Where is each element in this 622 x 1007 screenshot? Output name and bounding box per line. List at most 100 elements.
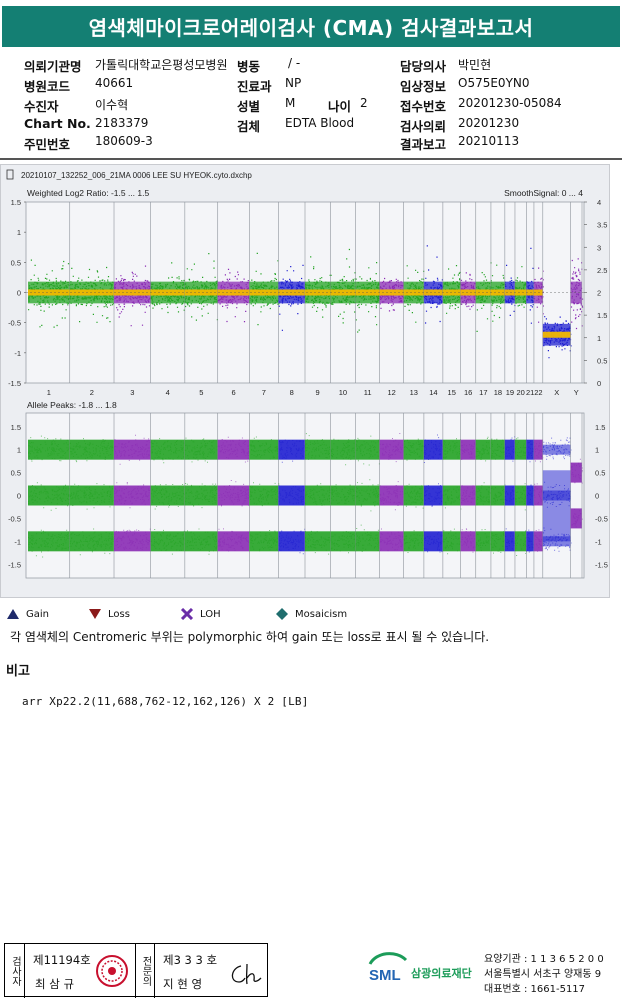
allele-peak-band	[504, 439, 515, 460]
bottom-y-tick-label: 1.5	[11, 423, 21, 432]
smooth-signal-segment	[490, 289, 505, 296]
allele-peak-band	[423, 485, 443, 506]
bottom-y-tick-label: -1	[14, 537, 21, 546]
allele-peak-points	[379, 433, 405, 463]
top-y-tick-label: 0.5	[11, 258, 21, 267]
allele-peak-points	[185, 437, 218, 463]
bottom-y-tick-label: -1.5	[8, 560, 21, 569]
x-tick-label: 6	[231, 388, 235, 397]
x-tick-label: 2	[90, 388, 94, 397]
smooth-signal-segment	[542, 331, 571, 338]
allele-peak-points	[476, 436, 492, 462]
chromosome-6	[217, 202, 251, 578]
x-tick-label: 12	[387, 388, 395, 397]
role-tester: 검사자	[5, 944, 25, 998]
bottom-right-tick-label: 0.5	[595, 469, 605, 478]
svg-text:SML: SML	[369, 967, 401, 984]
x-tick-label: 3	[130, 388, 134, 397]
allele-peak-points	[355, 524, 381, 552]
allele-peak-band	[305, 531, 331, 552]
x-tick-label: 9	[316, 388, 320, 397]
allele-peak-band	[514, 439, 527, 460]
divider	[0, 158, 622, 160]
top-right-tick-label: 0	[597, 379, 601, 388]
x-tick-label: Y	[574, 388, 579, 397]
centromere-note: 각 염색체의 Centromeric 부위는 polymorphic 하여 ga…	[10, 630, 490, 644]
bottom-right-tick-label: -1	[595, 537, 602, 546]
allele-peak-points	[186, 528, 219, 555]
top-right-tick-label: 3	[597, 243, 601, 252]
specimen-value: EDTA Blood	[285, 116, 355, 130]
allele-peak-points	[527, 440, 535, 463]
allele-peak-band	[28, 439, 70, 460]
specimen-label: 검체	[237, 119, 261, 134]
allele-peak-points	[460, 528, 477, 553]
allele-peak-band	[490, 485, 505, 506]
x-tick-label: 5	[199, 388, 203, 397]
top-right-tick-label: 2.5	[597, 266, 607, 275]
legend-loh: LOH	[180, 608, 221, 620]
allele-peak-band	[28, 485, 70, 506]
smooth-signal-segment	[423, 289, 443, 296]
allele-peak-points	[150, 529, 186, 555]
x-tick-label: 7	[262, 388, 266, 397]
sml-logo-icon: SML	[368, 952, 408, 984]
x-tick-label: 20	[516, 388, 524, 397]
allele-peak-points	[330, 531, 357, 554]
receipt-no-value: 20201230-05084	[458, 96, 562, 110]
allele-peak-band	[69, 531, 115, 552]
allele-peak-band	[514, 531, 527, 552]
allele-peak-band	[69, 439, 115, 460]
bottom-right-tick-label: -0.5	[595, 514, 608, 523]
smooth-signal-segment	[504, 289, 515, 296]
bottom-left-label: Allele Peaks: -1.8 ... 1.8	[27, 400, 117, 410]
allele-peak-points	[442, 528, 462, 555]
allele-peak-points	[249, 436, 280, 460]
allele-peak-points	[504, 487, 516, 502]
x-tick-label: 19	[506, 388, 514, 397]
report-date-label: 결과보고	[400, 137, 447, 152]
organization-name: 삼광의료재단	[411, 967, 472, 980]
allele-peak-band	[570, 508, 582, 529]
bottom-right-tick-label: 0	[595, 492, 599, 501]
smooth-signal-segment	[114, 289, 151, 296]
age-value: 2	[360, 96, 368, 110]
receipt-no-label: 접수번호	[400, 99, 447, 114]
organization-address: 서울특별시 서초구 양재동 9	[484, 969, 602, 980]
hospital-code-label: 병원코드	[24, 79, 71, 94]
allele-peak-band	[570, 462, 582, 483]
allele-peak-points	[404, 438, 425, 461]
signature-icon	[231, 963, 262, 985]
top-right-tick-label: 1	[597, 334, 601, 343]
report-title: 염색체마이크로어레이검사 (CMA) 검사결과보고서	[2, 6, 620, 47]
bottom-right-tick-label: 1	[595, 446, 599, 455]
allele-peak-points	[114, 528, 152, 550]
legend: Gain Loss LOH Mosaicism	[0, 606, 622, 626]
allele-peak-points	[249, 530, 278, 552]
allele-peak-band	[305, 439, 331, 460]
allele-peak-points	[570, 458, 583, 484]
seal-stamp-icon	[96, 955, 128, 987]
allele-peak-band	[184, 439, 218, 460]
allele-peak-points	[491, 438, 506, 460]
chromosome-X	[542, 202, 572, 578]
allele-peak-points	[535, 442, 544, 463]
organization-code: 요양기관 : 1 1 3 6 5 2 0 0	[484, 954, 604, 965]
allele-peak-points	[305, 530, 331, 555]
patient-info: 의뢰기관명 가톨릭대학교은평성모병원 병동 / - 담당의사 박민현 병원코드 …	[0, 52, 622, 152]
allele-peak-points	[218, 436, 251, 463]
hospital-code-value: 40661	[95, 76, 134, 90]
allele-peak-band	[114, 485, 151, 506]
institution-label: 의뢰기관명	[24, 59, 82, 74]
x-tick-label: 13	[410, 388, 418, 397]
x-tick-label: 4	[166, 388, 170, 397]
allele-peak-points	[28, 435, 71, 462]
chart-no-value: 2183379	[95, 116, 149, 130]
age-label: 나이	[328, 99, 352, 114]
legend-mosaicism: Mosaicism	[275, 608, 347, 620]
top-y-tick-label: -1.5	[8, 379, 21, 388]
allele-peak-band	[217, 439, 250, 460]
x-tick-label: 15	[448, 388, 456, 397]
allele-peak-band	[114, 531, 151, 552]
x-tick-label: 17	[479, 388, 487, 397]
